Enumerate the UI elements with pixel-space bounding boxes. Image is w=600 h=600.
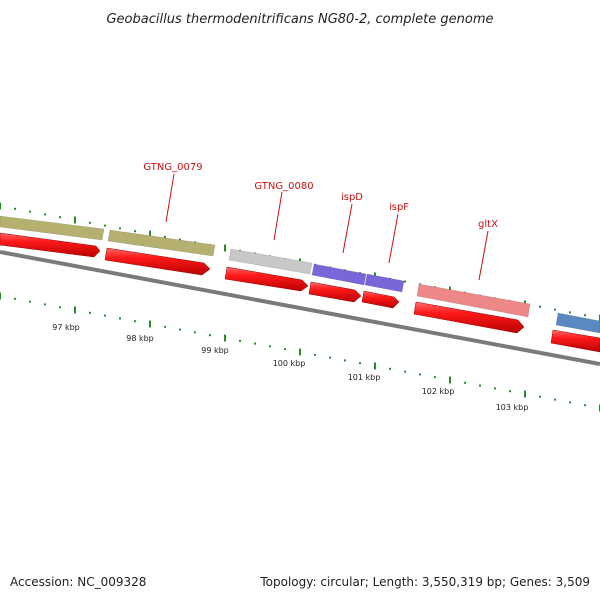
gene-label-gtng-0079: GTNG_0079 [143, 162, 202, 173]
leader-line [342, 203, 353, 254]
cds-arrow [361, 290, 400, 309]
cds-arrows [0, 232, 600, 353]
cds-arrow [224, 266, 309, 292]
cds-arrow [550, 329, 600, 353]
scale-labels: 97 kbp 98 kbp 99 kbp 100 kbp 101 kbp 102… [52, 323, 528, 412]
leader-line [273, 191, 283, 241]
gene-label-gtng-0080: GTNG_0080 [254, 181, 313, 192]
kbp-label: 100 kbp [273, 359, 306, 368]
gene-feature-3 [311, 263, 367, 286]
kbp-label: 101 kbp [348, 373, 381, 382]
cds-arrow [104, 247, 211, 276]
kbp-label: 99 kbp [201, 346, 229, 355]
gene-feature-2 [228, 248, 313, 275]
kbp-label: 97 kbp [52, 323, 80, 332]
gene-label-ispf: ispF [389, 202, 409, 213]
kbp-label: 98 kbp [126, 334, 154, 343]
leader-line [165, 173, 175, 223]
map-title: Geobacillus thermodenitrificans NG80-2, … [106, 12, 493, 27]
cds-arrow [308, 281, 362, 303]
gene-labels: GTNG_0079 GTNG_0080 ispD ispF gltX [143, 162, 498, 281]
backbone-line [0, 250, 600, 366]
lower-tick-row [0, 292, 600, 412]
gene-label-ispd: ispD [341, 192, 363, 203]
kbp-label: 103 kbp [496, 403, 529, 412]
cds-arrow [413, 301, 525, 334]
accession-text: Accession: NC_009328 [10, 575, 146, 589]
gene-feature-1 [107, 229, 216, 257]
leader-line [478, 230, 489, 281]
leader-line [388, 213, 399, 264]
gene-feature-6 [555, 312, 600, 334]
cds-arrow [0, 232, 101, 258]
gene-feature-5 [416, 283, 531, 318]
gene-label-gltx: gltX [478, 219, 498, 230]
gene-feature-4 [364, 273, 405, 293]
gene-features [0, 215, 600, 334]
gene-feature-0 [0, 215, 105, 241]
genome-summary-text: Topology: circular; Length: 3,550,319 bp… [259, 575, 590, 589]
kbp-label: 102 kbp [422, 387, 455, 396]
